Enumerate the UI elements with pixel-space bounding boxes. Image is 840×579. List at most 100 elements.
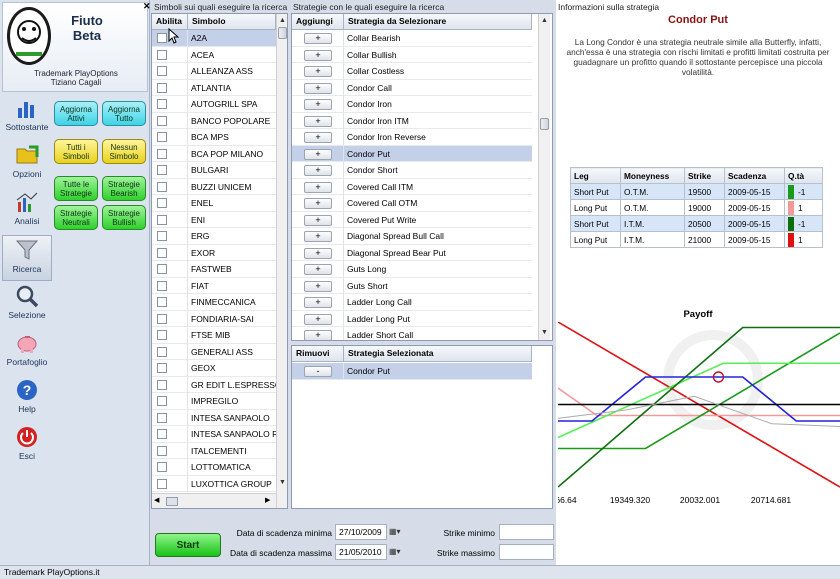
scroll-thumb[interactable] <box>278 27 287 39</box>
add-button[interactable]: + <box>304 148 332 160</box>
strategy-row[interactable]: + Collar Bullish <box>292 46 532 63</box>
strike-min-field[interactable] <box>499 524 554 540</box>
symbol-checkbox[interactable] <box>157 82 167 93</box>
symbol-row[interactable]: FIAT <box>152 277 276 294</box>
add-button[interactable]: + <box>304 66 332 77</box>
symbol-row[interactable]: FONDIARIA-SAI <box>152 310 276 327</box>
symbol-checkbox[interactable] <box>157 429 167 439</box>
nav-portafoglio[interactable]: Portafoglio <box>2 329 52 375</box>
add-button[interactable]: + <box>304 49 332 61</box>
symbol-row[interactable]: INTESA SANPAOLO RSP <box>152 426 276 443</box>
add-button[interactable]: + <box>304 264 332 275</box>
strategy-row[interactable]: + Condor Put <box>292 145 532 162</box>
symbol-checkbox[interactable] <box>157 115 167 126</box>
scroll-up-icon[interactable]: ▲ <box>279 17 286 24</box>
strategy-row[interactable]: + Guts Long <box>292 261 532 278</box>
nav-opzioni[interactable]: Opzioni <box>2 141 52 187</box>
symbol-row[interactable]: ITALCEMENTI <box>152 442 276 459</box>
date-min-picker-button[interactable]: ▦▾ <box>389 525 409 539</box>
add-button[interactable]: + <box>304 82 332 94</box>
leg-row[interactable]: Long Put O.T.M. 19000 2009-05-15 1 <box>570 199 823 216</box>
strategy-row[interactable]: + Guts Short <box>292 277 532 294</box>
symbols-scrollbar[interactable]: ▲ ▼ <box>276 14 287 508</box>
strategy-row[interactable]: + Condor Iron Reverse <box>292 129 532 146</box>
strike-max-field[interactable] <box>499 544 554 560</box>
scroll-down-icon[interactable]: ▼ <box>541 329 548 336</box>
strategie-bullish-button[interactable]: Strategie Bullish <box>102 205 146 230</box>
strategies-scrollbar[interactable]: ▲ ▼ <box>538 14 550 340</box>
add-button[interactable]: + <box>304 247 332 259</box>
aggiorna-attivi-button[interactable]: Aggiorna Attivi <box>54 101 98 126</box>
scroll-down-icon[interactable]: ▼ <box>279 479 286 486</box>
nav-analisi[interactable]: Analisi <box>2 188 52 234</box>
close-icon[interactable]: ✕ <box>143 1 151 11</box>
scroll-up-icon[interactable]: ▲ <box>541 17 548 24</box>
tutti-simboli-button[interactable]: Tutti i Simboli <box>54 139 98 164</box>
symbol-checkbox[interactable] <box>157 313 167 324</box>
symbol-checkbox[interactable] <box>157 49 167 60</box>
strategy-row[interactable]: + Diagonal Spread Bull Call <box>292 228 532 245</box>
strategy-row[interactable]: + Condor Short <box>292 162 532 179</box>
symbol-checkbox[interactable] <box>157 198 167 208</box>
leg-row[interactable]: Short Put I.T.M. 20500 2009-05-15 -1 <box>570 215 823 232</box>
scroll-right-icon[interactable]: ▶ <box>265 497 271 504</box>
symbol-checkbox[interactable] <box>157 363 167 373</box>
symbol-row[interactable]: LOTTOMATICA <box>152 459 276 476</box>
symbol-row[interactable]: BCA MPS <box>152 129 276 146</box>
leg-row[interactable]: Short Put O.T.M. 19500 2009-05-15 -1 <box>570 183 823 200</box>
add-button[interactable]: + <box>304 313 332 325</box>
remove-button[interactable]: - <box>304 366 332 377</box>
symbol-checkbox[interactable] <box>157 445 167 456</box>
strategy-row[interactable]: + Collar Costless <box>292 63 532 80</box>
nav-selezione[interactable]: Selezione <box>2 282 52 328</box>
symbol-row[interactable]: FASTWEB <box>152 261 276 278</box>
symbol-checkbox[interactable] <box>157 33 167 43</box>
symbol-checkbox[interactable] <box>157 264 167 274</box>
strategy-row[interactable]: + Covered Put Write <box>292 211 532 228</box>
add-button[interactable]: + <box>304 297 332 308</box>
strategie-neutrali-button[interactable]: Strategie Neutrali <box>54 205 98 230</box>
symbols-hscrollbar[interactable]: ◀ ▶ <box>152 493 276 508</box>
add-button[interactable]: + <box>304 132 332 143</box>
symbol-checkbox[interactable] <box>157 379 167 390</box>
strategy-row[interactable]: + Ladder Long Put <box>292 310 532 327</box>
symbol-row[interactable]: GENERALI ASS <box>152 343 276 360</box>
symbol-row[interactable]: ATLANTIA <box>152 79 276 96</box>
symbol-checkbox[interactable] <box>157 165 167 175</box>
add-button[interactable]: + <box>304 280 332 292</box>
add-button[interactable]: + <box>304 231 332 242</box>
symbol-row[interactable]: FTSE MIB <box>152 327 276 344</box>
symbol-row[interactable]: LUXOTTICA GROUP <box>152 475 276 492</box>
symbol-row[interactable]: ENEL <box>152 195 276 212</box>
symbol-row[interactable]: BCA POP MILANO <box>152 145 276 162</box>
symbol-row[interactable]: ACEA <box>152 46 276 63</box>
symbol-row[interactable]: BULGARI <box>152 162 276 179</box>
symbol-checkbox[interactable] <box>157 132 167 142</box>
symbol-row[interactable]: EXOR <box>152 244 276 261</box>
selected-strategy-row[interactable]: - Condor Put <box>292 363 532 380</box>
symbol-row[interactable]: BUZZI UNICEM <box>152 178 276 195</box>
date-max-picker-button[interactable]: ▦▾ <box>389 545 409 559</box>
hscroll-thumb[interactable] <box>166 497 178 506</box>
add-button[interactable]: + <box>304 330 332 340</box>
nav-help[interactable]: ? Help <box>2 376 52 422</box>
symbol-row[interactable]: BANCO POPOLARE <box>152 112 276 129</box>
add-button[interactable]: + <box>304 181 332 193</box>
scroll-thumb[interactable] <box>540 118 549 130</box>
add-button[interactable]: + <box>304 99 332 110</box>
symbol-row[interactable]: A2A <box>152 30 276 47</box>
strategy-row[interactable]: + Diagonal Spread Bear Put <box>292 244 532 261</box>
add-button[interactable]: + <box>304 165 332 176</box>
nav-ricerca[interactable]: Ricerca <box>2 235 52 281</box>
symbol-checkbox[interactable] <box>157 99 167 109</box>
col-simbolo-header[interactable]: Simbolo <box>188 14 276 30</box>
col-strategia-header[interactable]: Strategia da Selezionare <box>344 14 532 30</box>
date-min-field[interactable]: 27/10/2009 <box>335 524 387 540</box>
col-aggiungi-header[interactable]: Aggiungi <box>292 14 344 30</box>
symbol-checkbox[interactable] <box>157 280 167 291</box>
strategy-row[interactable]: + Condor Iron ITM <box>292 112 532 129</box>
symbol-checkbox[interactable] <box>157 346 167 357</box>
symbol-checkbox[interactable] <box>157 462 167 472</box>
symbol-checkbox[interactable] <box>157 330 167 340</box>
nessun-simbolo-button[interactable]: Nessun Simbolo <box>102 139 146 164</box>
